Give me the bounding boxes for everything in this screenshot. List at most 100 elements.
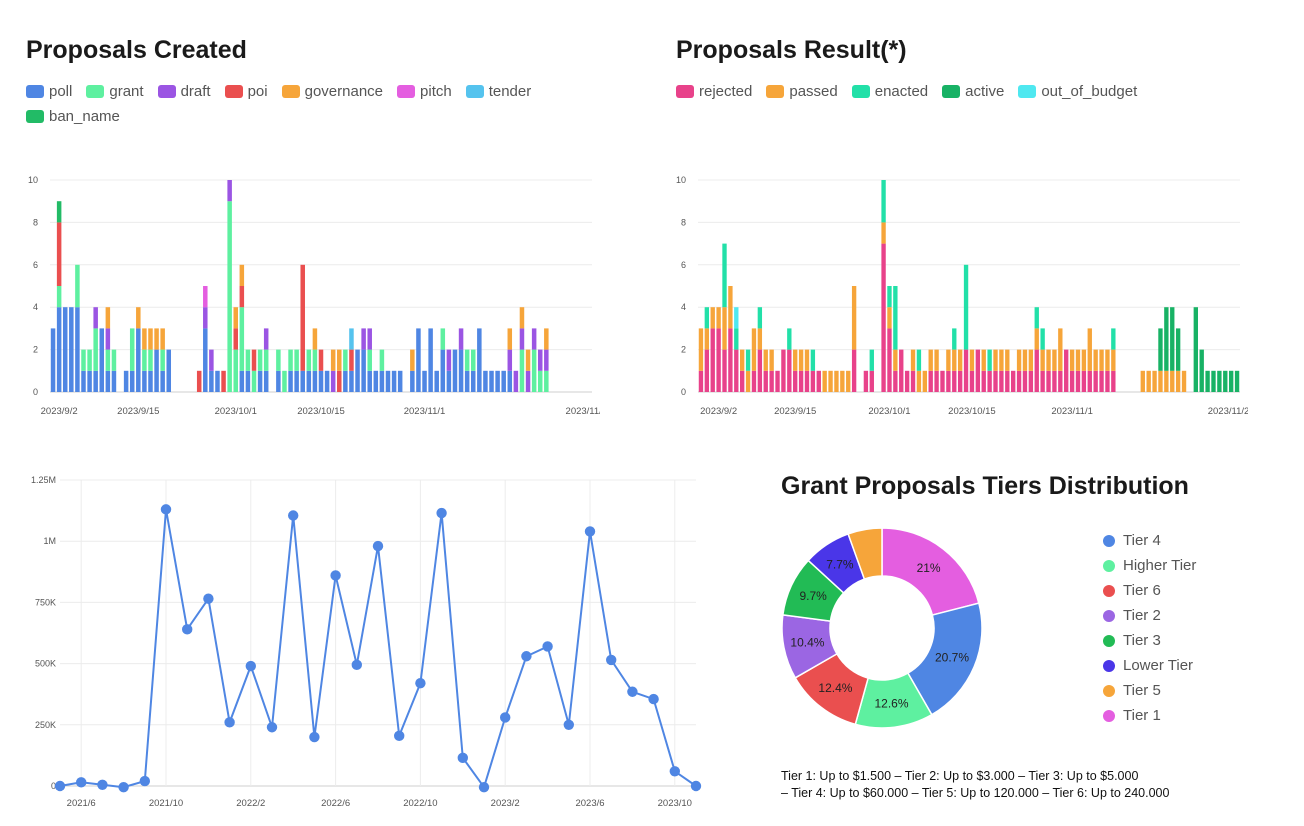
- bar-poll[interactable]: [300, 370, 305, 392]
- bar-poll[interactable]: [160, 370, 165, 392]
- bar-rejected[interactable]: [904, 370, 910, 392]
- data-point[interactable]: [478, 782, 490, 793]
- bar-active[interactable]: [1228, 370, 1234, 392]
- bar-enacted[interactable]: [963, 264, 969, 350]
- bar-out-of-budget[interactable]: [734, 307, 739, 329]
- bar-passed[interactable]: [769, 349, 774, 371]
- bar-rejected[interactable]: [1034, 349, 1039, 392]
- bar-passed[interactable]: [1081, 349, 1087, 371]
- bar-passed[interactable]: [763, 349, 768, 371]
- bar-passed[interactable]: [1111, 349, 1116, 371]
- bar-pitch[interactable]: [203, 286, 208, 308]
- bar-grant[interactable]: [257, 349, 263, 371]
- bar-enacted[interactable]: [869, 349, 874, 371]
- bar-draft[interactable]: [203, 307, 208, 329]
- bar-poi[interactable]: [251, 349, 257, 371]
- bar-grant[interactable]: [288, 349, 293, 371]
- bar-passed[interactable]: [928, 349, 933, 371]
- bar-poll[interactable]: [501, 370, 506, 392]
- bar-grant[interactable]: [544, 370, 549, 392]
- bar-rejected[interactable]: [987, 370, 992, 392]
- bar-enacted[interactable]: [704, 307, 710, 329]
- bar-poi[interactable]: [196, 370, 202, 392]
- data-point[interactable]: [288, 510, 299, 521]
- bar-poll[interactable]: [324, 370, 330, 392]
- bar-governance[interactable]: [136, 307, 141, 329]
- bar-draft[interactable]: [263, 328, 269, 350]
- bar-poll[interactable]: [361, 349, 366, 392]
- bar-active[interactable]: [1158, 328, 1163, 371]
- bar-rejected[interactable]: [740, 370, 745, 392]
- bar-poll[interactable]: [215, 370, 220, 392]
- bar-poll[interactable]: [318, 370, 324, 392]
- bar-rejected[interactable]: [1011, 370, 1016, 392]
- bar-rejected[interactable]: [1081, 370, 1087, 392]
- bar-passed[interactable]: [1034, 328, 1039, 350]
- data-point[interactable]: [415, 677, 426, 689]
- data-point[interactable]: [351, 659, 362, 671]
- bar-poll[interactable]: [111, 370, 117, 392]
- bar-passed[interactable]: [716, 307, 721, 329]
- bar-grant[interactable]: [531, 349, 537, 392]
- bar-grant[interactable]: [251, 370, 257, 392]
- bar-poi[interactable]: [56, 222, 62, 286]
- legend-item-grant[interactable]: grant: [86, 83, 144, 100]
- bar-rejected[interactable]: [975, 349, 981, 392]
- data-point[interactable]: [648, 693, 659, 705]
- bar-poll[interactable]: [428, 328, 433, 392]
- bar-draft[interactable]: [507, 349, 513, 371]
- bar-draft[interactable]: [361, 328, 366, 350]
- legend-item-rejected[interactable]: rejected: [676, 83, 752, 100]
- data-point[interactable]: [563, 719, 574, 730]
- bar-grant[interactable]: [142, 349, 147, 371]
- bar-rejected[interactable]: [698, 370, 704, 392]
- bar-poll[interactable]: [452, 349, 458, 392]
- bar-passed[interactable]: [993, 349, 998, 371]
- bar-active[interactable]: [1164, 307, 1169, 371]
- bar-enacted[interactable]: [952, 328, 957, 350]
- bar-poll[interactable]: [239, 370, 245, 392]
- data-point[interactable]: [245, 660, 256, 672]
- bar-rejected[interactable]: [710, 328, 715, 392]
- bar-enacted[interactable]: [757, 307, 763, 329]
- bar-rejected[interactable]: [1105, 370, 1110, 392]
- pie-legend-item-tier-3[interactable]: Tier 3: [1103, 628, 1196, 653]
- bar-grant[interactable]: [282, 370, 287, 392]
- bar-enacted[interactable]: [1034, 307, 1039, 329]
- bar-passed[interactable]: [1005, 349, 1010, 371]
- bar-rejected[interactable]: [963, 349, 969, 392]
- bar-grant[interactable]: [245, 349, 251, 371]
- bar-draft[interactable]: [105, 328, 111, 350]
- bar-passed[interactable]: [798, 349, 804, 371]
- bar-governance[interactable]: [410, 349, 415, 371]
- bar-rejected[interactable]: [957, 370, 963, 392]
- bar-rejected[interactable]: [899, 349, 904, 392]
- bar-poll[interactable]: [288, 370, 293, 392]
- bar-passed[interactable]: [1170, 370, 1175, 392]
- bar-rejected[interactable]: [910, 370, 916, 392]
- data-point[interactable]: [203, 593, 214, 604]
- bar-governance[interactable]: [105, 307, 111, 329]
- bar-draft[interactable]: [330, 370, 336, 392]
- bar-poll[interactable]: [81, 370, 86, 392]
- bar-rejected[interactable]: [704, 349, 710, 392]
- data-point[interactable]: [669, 766, 680, 777]
- bar-passed[interactable]: [704, 328, 710, 350]
- bar-poll[interactable]: [367, 370, 372, 392]
- bar-active[interactable]: [1211, 370, 1216, 392]
- bar-passed[interactable]: [1099, 349, 1104, 371]
- bar-draft[interactable]: [519, 328, 525, 350]
- bar-draft[interactable]: [93, 307, 98, 329]
- bar-passed[interactable]: [1075, 349, 1081, 371]
- bar-grant[interactable]: [294, 349, 299, 371]
- bar-enacted[interactable]: [745, 349, 751, 371]
- bar-passed[interactable]: [1105, 349, 1110, 371]
- bar-rejected[interactable]: [798, 370, 804, 392]
- data-point[interactable]: [372, 540, 384, 552]
- bar-passed[interactable]: [1022, 349, 1028, 371]
- bar-passed[interactable]: [946, 349, 951, 371]
- bar-rejected[interactable]: [775, 370, 780, 392]
- bar-poll[interactable]: [294, 370, 299, 392]
- bar-enacted[interactable]: [881, 180, 886, 223]
- bar-governance[interactable]: [330, 349, 336, 371]
